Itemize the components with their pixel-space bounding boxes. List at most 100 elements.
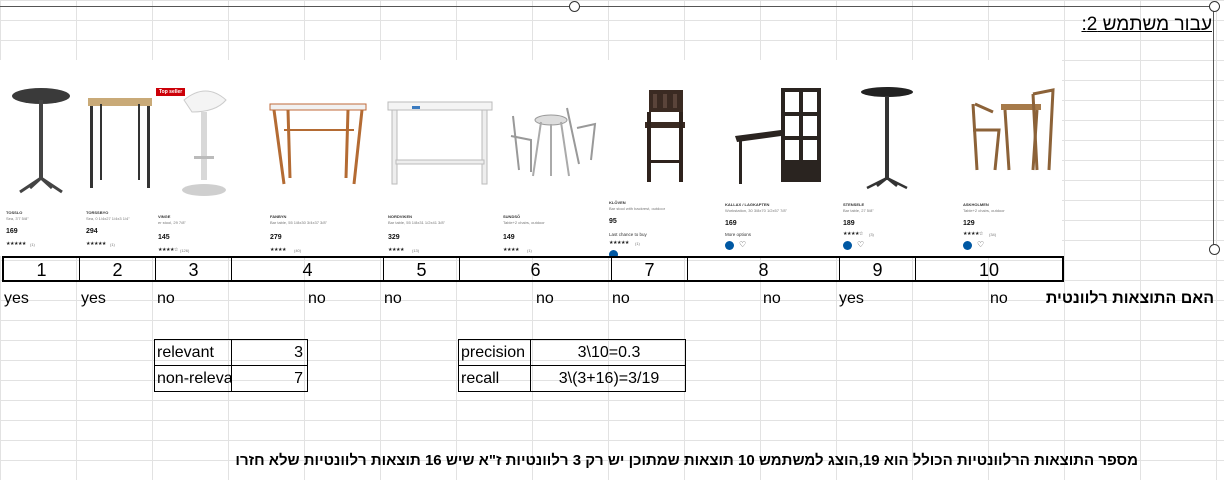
precision-label-cell[interactable]: precision	[459, 340, 531, 366]
product-price: 149	[503, 234, 515, 241]
product-card-5: NORDVIKEN Bar table, 55 1/8x31 1/2x41 3/…	[382, 60, 493, 256]
result-number-1[interactable]: 1	[4, 258, 80, 280]
favorite-heart-icon[interactable]: ♡	[857, 240, 865, 249]
product-card-9: STENSELE Bar table, 27 5/8" 189 ★★★★☆ (3…	[837, 60, 913, 256]
product-desc: Workstation, 30 3/8x70 1/2x57 7/8"	[725, 208, 788, 213]
product-card-7: KLÖVEN Bar stool with backrest, outdoor …	[607, 60, 719, 256]
product-image-4	[269, 103, 367, 185]
recall-value-cell[interactable]: 3\(3+16)=3/19	[558, 370, 660, 387]
relevance-4[interactable]: no	[308, 290, 326, 307]
product-desc: Sea, 3'7 5/8"	[6, 216, 29, 221]
product-name: KLÖVEN	[609, 200, 626, 205]
product-price: 169	[6, 228, 18, 235]
relevance-counts-table: relevant 3 non-releva 7	[154, 339, 308, 392]
relevance-2[interactable]: yes	[81, 290, 106, 307]
last-chance-label: Last chance to buy	[609, 232, 647, 237]
product-card-10: ASKHOLMEN Table+2 chairs, outdoor 129 ★★…	[913, 60, 1062, 256]
relevance-6[interactable]: no	[536, 290, 554, 307]
relevance-5[interactable]: no	[384, 290, 402, 307]
relevance-10[interactable]: no	[990, 290, 1008, 307]
product-card-1: TOSSLO Sea, 3'7 5/8" 169 ★★★★★ (1)	[0, 60, 78, 256]
product-price: 189	[843, 220, 855, 227]
add-to-cart-icon[interactable]	[963, 241, 972, 250]
product-price: 145	[158, 234, 170, 241]
product-desc: er stool, 29 7/8"	[158, 220, 186, 225]
result-number-row: 1 2 3 4 5 6 7 8 9 10	[2, 256, 1064, 282]
product-screenshot-strip: TOSSLO Sea, 3'7 5/8" 169 ★★★★★ (1) TORSS…	[0, 60, 1062, 256]
relevance-9[interactable]: yes	[839, 290, 864, 307]
product-price: 329	[388, 234, 400, 241]
add-to-cart-icon[interactable]	[725, 241, 734, 250]
precision-recall-table: precision 3\10=0.3 recall 3\(3+16)=3/19	[458, 339, 686, 392]
product-price: 169	[725, 220, 737, 227]
resize-handle-bottom-right[interactable]	[1209, 244, 1220, 255]
relevant-label-cell[interactable]: relevant	[155, 340, 232, 366]
result-number-4[interactable]: 4	[232, 258, 384, 280]
product-image-8	[735, 88, 821, 184]
add-to-cart-icon[interactable]	[843, 241, 852, 250]
relevance-7[interactable]: no	[612, 290, 630, 307]
nonrelevant-label-cell[interactable]: non-releva	[155, 366, 232, 392]
result-number-9[interactable]: 9	[840, 258, 916, 280]
product-rating: ★★★★★	[609, 240, 629, 246]
product-desc: Bar stool with backrest, outdoor	[609, 206, 666, 211]
relevance-question-label[interactable]: האם התוצאות רלוונטית	[1045, 290, 1214, 307]
resize-handle-top[interactable]	[569, 1, 580, 12]
product-desc: Bar table, 55 1/8x31 1/2x41 3/8"	[388, 220, 446, 225]
product-review-count: (1)	[110, 242, 115, 247]
product-card-6: SUNDSÖ Table+2 chairs, outdoor 149 ★★★★ …	[497, 60, 607, 256]
product-review-count: (13)	[412, 248, 420, 253]
product-review-count: (126)	[180, 248, 190, 253]
product-card-4: FANBYN Bar table, 55 1/8x30 3/4x37 3/8" …	[232, 60, 382, 256]
user-title: עבור משתמש 2:	[1081, 14, 1212, 35]
product-rating: ★★★★	[388, 247, 404, 253]
favorite-heart-icon[interactable]: ♡	[977, 240, 985, 249]
add-to-cart-icon[interactable]	[609, 250, 618, 256]
product-rating: ★★★★☆	[158, 247, 178, 253]
relevance-1[interactable]: yes	[4, 290, 29, 307]
product-image-1	[12, 88, 70, 194]
result-number-7[interactable]: 7	[612, 258, 688, 280]
result-number-5[interactable]: 5	[384, 258, 460, 280]
product-desc: Bar table, 55 1/8x30 3/4x37 3/8"	[270, 220, 328, 225]
relevance-8[interactable]: no	[763, 290, 781, 307]
product-image-6	[510, 107, 597, 177]
top-seller-badge: Top seller	[156, 88, 186, 96]
product-price: 279	[270, 234, 282, 241]
product-desc: Table+2 chairs, outdoor	[503, 220, 545, 225]
nonrelevant-value-cell[interactable]: 7	[294, 370, 303, 387]
precision-value-cell[interactable]: 3\10=0.3	[531, 340, 685, 366]
explanation-note[interactable]: מספר התוצאות הרלוונטיות הכולל הוא 19,הוצ…	[235, 452, 1138, 469]
product-desc: Bar table, 27 5/8"	[843, 208, 874, 213]
selection-top-edge	[0, 6, 1214, 7]
recall-label-cell[interactable]: recall	[459, 366, 531, 392]
resize-handle-top-right[interactable]	[1209, 1, 1220, 12]
result-number-8[interactable]: 8	[688, 258, 840, 280]
product-name: FANBYN	[270, 214, 287, 219]
product-price: 95	[609, 218, 617, 225]
relevant-value-cell[interactable]: 3	[232, 340, 307, 366]
product-name: NORDVIKEN	[388, 214, 413, 219]
result-number-6[interactable]: 6	[460, 258, 612, 280]
favorite-heart-icon[interactable]: ♡	[739, 240, 747, 249]
product-desc: Table+2 chairs, outdoor	[963, 208, 1005, 213]
product-rating: ★★★★	[503, 247, 519, 253]
result-number-10[interactable]: 10	[978, 260, 1000, 280]
product-rating: ★★★★	[270, 247, 286, 253]
product-review-count: (34)	[989, 232, 997, 237]
product-rating: ★★★★★	[6, 241, 26, 247]
result-number-3[interactable]: 3	[156, 258, 232, 280]
result-number-2[interactable]: 2	[80, 258, 156, 280]
product-price: 294	[86, 228, 98, 235]
product-image-7	[645, 90, 685, 182]
relevance-3[interactable]: no	[157, 290, 175, 307]
product-image-5	[387, 101, 493, 185]
product-name: VINGE	[158, 214, 171, 219]
product-rating: ★★★★★	[86, 241, 106, 247]
product-name: ASKHOLMEN	[963, 202, 989, 207]
product-rating: ★★★★☆	[843, 231, 863, 237]
product-name: KALLAX / LAGKAPTEN	[725, 202, 770, 207]
product-review-count: (1)	[30, 242, 35, 247]
more-options-link[interactable]: More options	[725, 232, 752, 237]
